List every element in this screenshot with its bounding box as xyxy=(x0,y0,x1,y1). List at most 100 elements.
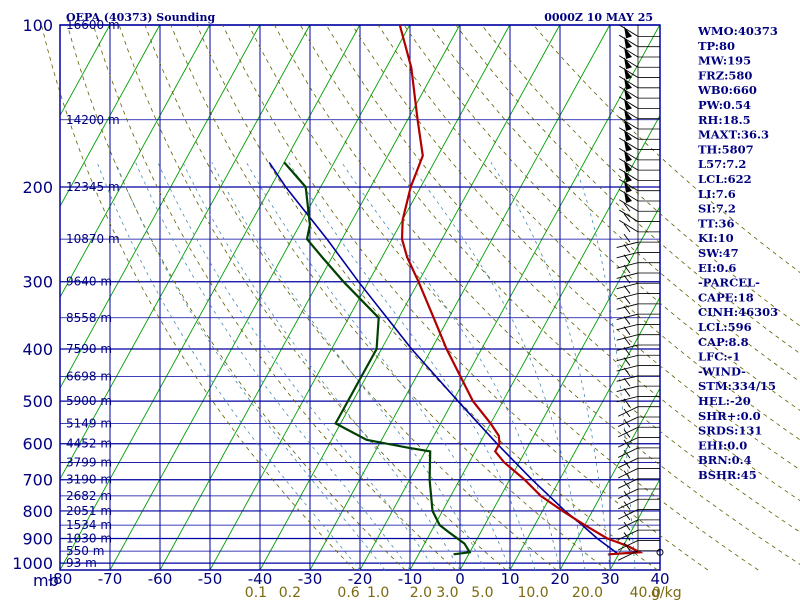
index-label: MW:195 xyxy=(698,54,751,68)
wind-barb-feather xyxy=(623,398,631,407)
wind-barb-pennant xyxy=(624,88,632,101)
wind-barb xyxy=(619,127,639,140)
wind-barb xyxy=(616,241,639,249)
wind-barb xyxy=(619,147,639,161)
wind-barb-pennant xyxy=(624,36,632,49)
isotherm-line xyxy=(59,24,311,480)
wind-barb xyxy=(619,117,639,130)
profile-layer xyxy=(268,24,644,556)
index-label: WMO:40373 xyxy=(697,24,778,38)
wind-barb xyxy=(617,478,639,489)
index-label: BRN:0.4 xyxy=(698,453,752,467)
wind-barb xyxy=(619,178,639,192)
moist-adiabat-line xyxy=(288,162,536,571)
pressure-tick-label: 100 xyxy=(22,16,53,35)
wind-barb xyxy=(619,65,639,78)
wind-barb xyxy=(616,395,639,403)
moist-adiabat-line xyxy=(408,162,586,571)
wind-barb-feather xyxy=(623,347,631,356)
moist-adiabat-line xyxy=(246,162,511,571)
index-label: STM:334/15 xyxy=(698,379,776,393)
index-label: TT:36 xyxy=(698,216,735,230)
wind-barb xyxy=(616,365,639,372)
mixing-ratio-unit-label: g/kg xyxy=(651,585,682,600)
dry-adiabat-line xyxy=(325,24,800,502)
wind-barb-feather xyxy=(623,429,631,438)
wind-barb xyxy=(617,406,639,417)
index-label: TP:80 xyxy=(698,39,735,53)
index-label: -WIND- xyxy=(698,364,746,378)
mixing-ratio-label: 0.6 xyxy=(337,585,359,600)
wind-barb xyxy=(616,303,639,310)
wind-barb xyxy=(616,262,639,269)
mixing-ratio-label: 40.0 xyxy=(630,585,661,600)
index-label: KI:10 xyxy=(698,231,734,245)
isotherm-line xyxy=(409,115,661,571)
height-label: 1534 m xyxy=(66,518,112,532)
wind-barb xyxy=(619,137,639,150)
wind-barb xyxy=(616,385,639,393)
wind-barb xyxy=(616,313,639,321)
dry-adiabat-line xyxy=(92,24,456,571)
index-label: TH:5807 xyxy=(698,142,754,156)
wind-barb-feather xyxy=(623,336,631,346)
moist-adiabat-line xyxy=(341,162,561,571)
dry-adiabat-line xyxy=(248,24,759,571)
wind-barb xyxy=(619,75,639,89)
index-label: FRZ:580 xyxy=(698,68,752,82)
pressure-tick-label: 900 xyxy=(22,529,53,548)
wind-barb-pennant xyxy=(624,190,632,203)
moist-adiabat-line xyxy=(573,162,636,571)
wind-barb-feather xyxy=(623,408,631,418)
valid-time: 0000Z 10 MAY 25 xyxy=(544,11,653,24)
height-label: 9640 m xyxy=(66,275,112,289)
wind-barb-pennant xyxy=(624,98,632,111)
index-label: RH:18.5 xyxy=(698,113,751,127)
wind-barb-pennant xyxy=(624,118,632,131)
dry-adiabat-line xyxy=(144,24,557,571)
height-label: 16600 m xyxy=(66,18,120,32)
dry-adiabat-line xyxy=(118,24,507,571)
height-label: 7590 m xyxy=(66,342,112,356)
index-label: -PARCEL- xyxy=(698,276,760,290)
mixing-ratio-label: 3.0 xyxy=(436,585,458,600)
index-label: EI:0.6 xyxy=(698,261,736,275)
adiabat-layer xyxy=(41,24,800,571)
wind-barb-feather xyxy=(623,233,631,243)
temperature-tick-label: -70 xyxy=(98,570,123,588)
wind-barb-feather xyxy=(623,295,631,305)
moist-adiabat-line xyxy=(182,162,461,571)
height-label: 2051 m xyxy=(66,504,112,518)
height-label: 6698 m xyxy=(66,369,112,383)
temperature-tick-label: -60 xyxy=(148,570,173,588)
wind-barb xyxy=(617,509,639,520)
wind-barb-feather xyxy=(623,532,631,541)
index-label: WB0:660 xyxy=(697,83,757,97)
wind-barb xyxy=(617,550,639,561)
temperature-tick-label: -40 xyxy=(248,570,273,588)
wind-barb-pennant xyxy=(624,67,632,80)
wind-barb xyxy=(619,45,639,58)
index-label: HEL:-20 xyxy=(698,394,751,408)
wind-barb-feather xyxy=(623,285,631,294)
wind-barb xyxy=(619,24,639,37)
temperature-tick-label: 40 xyxy=(650,570,669,588)
index-label: LFC:-1 xyxy=(698,350,740,364)
isotherm-line xyxy=(59,24,211,298)
wind-barb xyxy=(617,488,639,499)
dry-adiabat-line xyxy=(429,24,800,383)
index-label: MAXT:36.3 xyxy=(698,128,769,142)
moist-adiabat-line xyxy=(115,162,386,571)
wind-barb xyxy=(616,344,639,351)
height-label: 5900 m xyxy=(66,394,112,408)
dry-adiabat-line xyxy=(170,24,608,571)
dry-adiabat-line xyxy=(222,24,709,571)
wind-barb xyxy=(616,251,639,259)
mixing-ratio-label: 5.0 xyxy=(471,585,493,600)
mixing-ratio-label: 0.1 xyxy=(245,585,267,600)
moist-adiabat-line xyxy=(157,162,436,571)
calm-wind-circle xyxy=(656,548,664,556)
isotherm-line xyxy=(509,297,661,571)
wind-barb-pennant xyxy=(624,139,632,152)
